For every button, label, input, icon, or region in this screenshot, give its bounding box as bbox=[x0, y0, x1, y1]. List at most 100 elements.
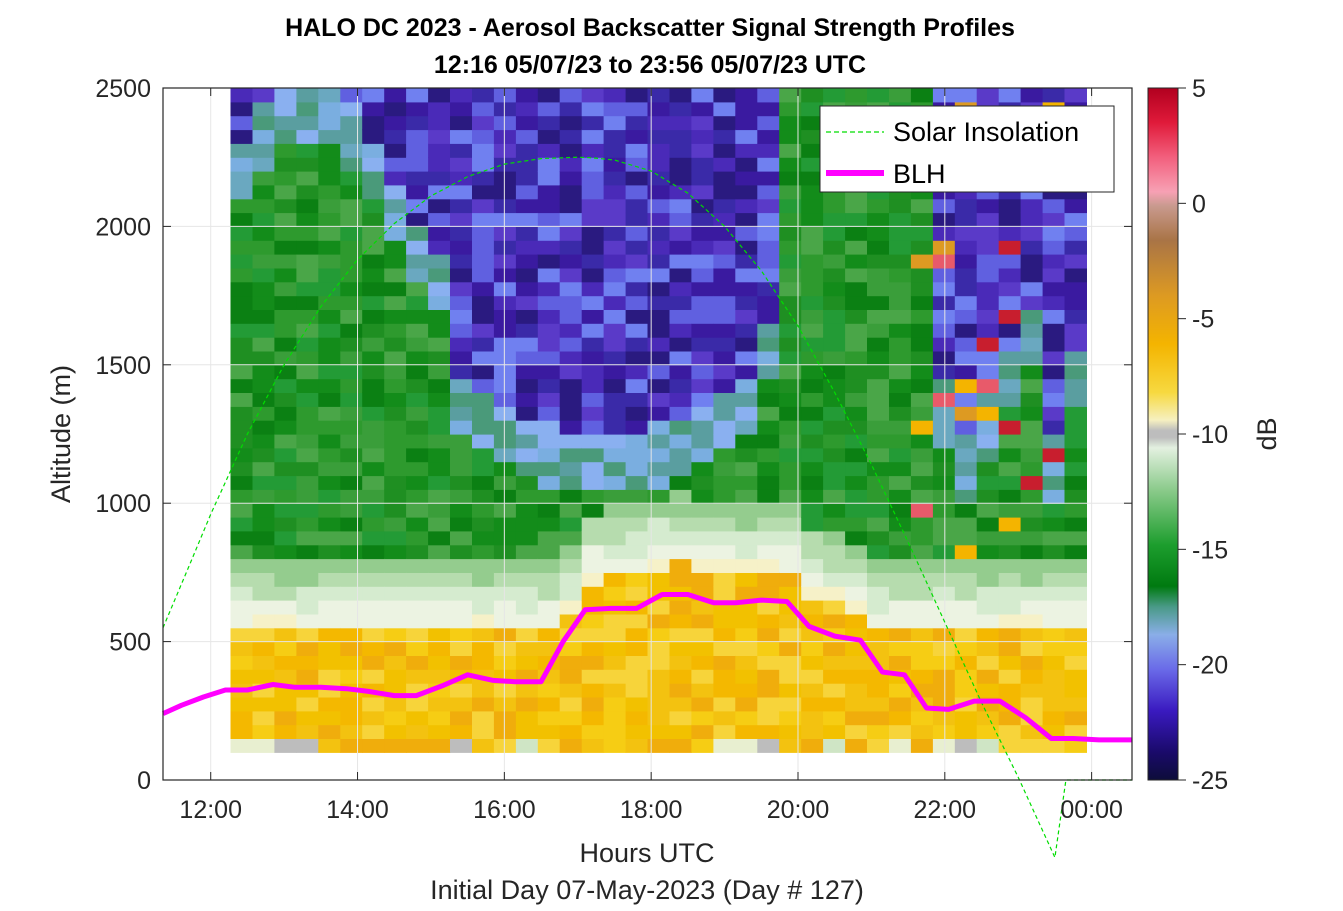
heatmap-cell bbox=[472, 198, 495, 214]
heatmap-cell bbox=[230, 171, 253, 186]
heatmap-cell bbox=[603, 212, 627, 227]
heatmap-cell bbox=[757, 101, 780, 117]
heatmap-cell bbox=[1020, 600, 1044, 615]
heatmap-cell bbox=[823, 447, 846, 463]
legend-blh-label: BLH bbox=[893, 159, 946, 189]
heatmap-cell bbox=[603, 184, 627, 200]
heatmap-cell bbox=[493, 461, 517, 477]
heatmap-cell bbox=[669, 323, 692, 338]
heatmap-cell bbox=[559, 184, 583, 200]
heatmap-cell bbox=[230, 184, 253, 200]
heatmap-cell bbox=[1042, 447, 1066, 463]
heatmap-cell bbox=[318, 544, 341, 560]
heatmap-cell bbox=[932, 281, 956, 297]
heatmap-cell bbox=[537, 212, 561, 227]
heatmap-cell bbox=[537, 517, 561, 532]
heatmap-cell bbox=[384, 461, 407, 477]
heatmap-cell bbox=[384, 212, 407, 227]
heatmap-cell bbox=[450, 627, 473, 643]
heatmap-cell bbox=[669, 212, 692, 227]
heatmap-cell bbox=[1042, 600, 1066, 615]
heatmap-cell bbox=[647, 710, 670, 726]
heatmap-cell bbox=[735, 641, 758, 656]
heatmap-cell bbox=[296, 447, 319, 463]
heatmap-cell bbox=[713, 323, 736, 338]
heatmap-cell bbox=[691, 530, 714, 546]
heatmap-cell bbox=[669, 530, 692, 546]
heatmap-cell bbox=[713, 558, 736, 573]
heatmap-cell bbox=[1042, 364, 1066, 380]
heatmap-cell bbox=[406, 337, 429, 352]
heatmap-cell bbox=[406, 724, 429, 739]
heatmap-cell bbox=[493, 613, 517, 629]
heatmap-cell bbox=[493, 447, 517, 463]
heatmap-cell bbox=[823, 434, 846, 449]
heatmap-cell bbox=[910, 406, 934, 421]
heatmap-cell bbox=[998, 697, 1022, 712]
heatmap-cell bbox=[559, 295, 583, 310]
heatmap-cell bbox=[647, 503, 670, 518]
heatmap-cell bbox=[603, 572, 627, 587]
heatmap-cell bbox=[779, 88, 802, 103]
heatmap-cell bbox=[691, 392, 714, 407]
heatmap-cell bbox=[252, 88, 275, 103]
heatmap-cell bbox=[230, 503, 253, 518]
heatmap-cell bbox=[296, 655, 319, 670]
heatmap-cell bbox=[274, 655, 297, 670]
heatmap-cell bbox=[647, 212, 670, 227]
heatmap-cell bbox=[450, 171, 473, 186]
heatmap-cell bbox=[889, 489, 912, 504]
heatmap-cell bbox=[318, 88, 341, 103]
heatmap-cell bbox=[537, 558, 561, 573]
heatmap-cell bbox=[1064, 517, 1087, 532]
heatmap-cell bbox=[493, 503, 517, 518]
heatmap-cell bbox=[713, 434, 736, 449]
heatmap-cell bbox=[515, 489, 539, 504]
heatmap-cell bbox=[779, 309, 802, 324]
heatmap-cell bbox=[779, 171, 802, 186]
heatmap-cell bbox=[625, 558, 649, 573]
heatmap-cell bbox=[603, 434, 627, 449]
heatmap-cell bbox=[384, 406, 407, 421]
heatmap-cell bbox=[779, 337, 802, 352]
heatmap-cell bbox=[625, 88, 649, 103]
heatmap-cell bbox=[252, 101, 275, 117]
heatmap-cell bbox=[472, 351, 495, 366]
heatmap-cell bbox=[669, 655, 692, 670]
heatmap-cell bbox=[823, 226, 846, 241]
heatmap-cell bbox=[954, 323, 978, 338]
heatmap-cell bbox=[515, 351, 539, 366]
heatmap-cell bbox=[779, 212, 802, 227]
heatmap-cell bbox=[713, 337, 736, 352]
heatmap-cell bbox=[296, 226, 319, 241]
heatmap-cell bbox=[1020, 88, 1044, 103]
heatmap-cell bbox=[450, 240, 473, 255]
colorbar-tick-label: 5 bbox=[1192, 75, 1206, 103]
heatmap-cell bbox=[362, 309, 385, 324]
heatmap-cell bbox=[450, 351, 473, 366]
heatmap-cell bbox=[428, 378, 451, 393]
heatmap-cell bbox=[691, 171, 714, 186]
heatmap-cell bbox=[691, 710, 714, 726]
heatmap-cell bbox=[889, 226, 912, 241]
heatmap-cell bbox=[340, 697, 363, 712]
heatmap-cell bbox=[779, 710, 802, 726]
heatmap-cell bbox=[823, 267, 846, 283]
heatmap-cell bbox=[932, 461, 956, 477]
heatmap-cell bbox=[779, 683, 802, 698]
heatmap-cell bbox=[625, 586, 649, 601]
heatmap-cell bbox=[867, 627, 890, 643]
heatmap-cell bbox=[976, 323, 1000, 338]
heatmap-cell bbox=[801, 364, 824, 380]
heatmap-cell bbox=[998, 641, 1022, 656]
heatmap-cell bbox=[274, 378, 297, 393]
heatmap-cell bbox=[647, 171, 670, 186]
heatmap-cell bbox=[1064, 627, 1087, 643]
heatmap-cell bbox=[450, 295, 473, 310]
heatmap-cell bbox=[362, 254, 385, 269]
heatmap-cell bbox=[625, 641, 649, 656]
heatmap-cell bbox=[515, 88, 539, 103]
heatmap-cell bbox=[976, 600, 1000, 615]
heatmap-cell bbox=[428, 323, 451, 338]
heatmap-cell bbox=[910, 378, 934, 393]
